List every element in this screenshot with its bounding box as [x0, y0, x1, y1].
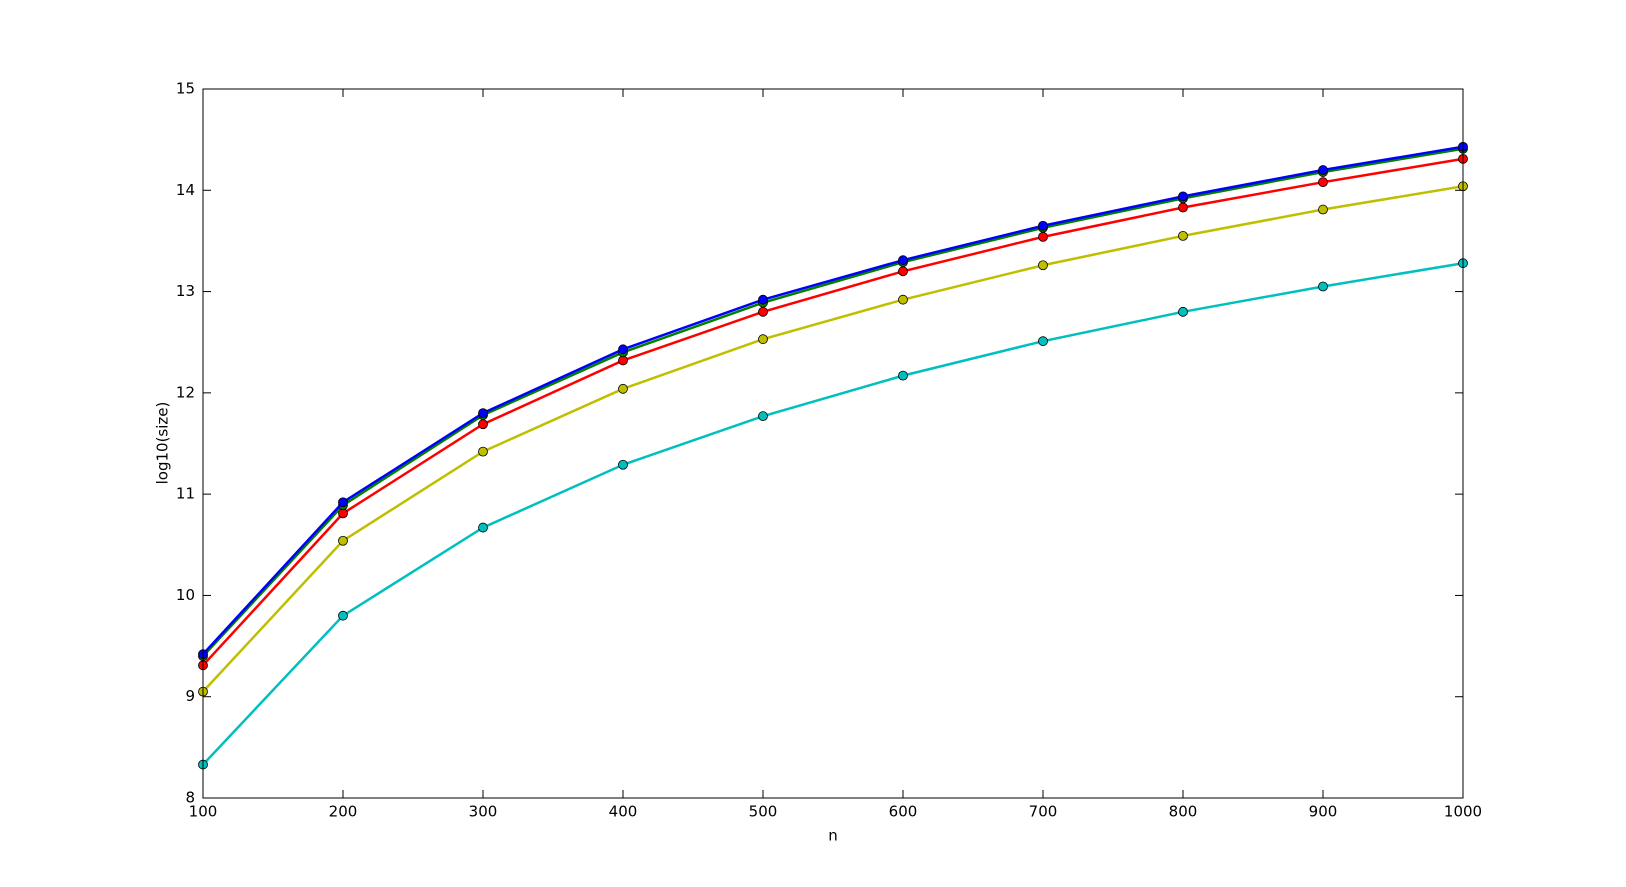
point: [898, 294, 908, 305]
point: [478, 446, 488, 457]
point: [618, 383, 628, 394]
x-tick-label: 700: [1029, 803, 1058, 821]
plot-frame: [202, 88, 1464, 799]
point: [618, 459, 628, 470]
point: [758, 306, 768, 317]
series-line: [202, 157, 1464, 667]
y-axis-label: log10(size): [154, 402, 172, 485]
point: [1038, 231, 1048, 242]
x-tick-label: 600: [889, 803, 918, 821]
y-tick-label: 12: [176, 383, 195, 401]
series-line: [202, 261, 1464, 766]
point: [758, 294, 768, 305]
point: [1178, 191, 1188, 202]
x-axis-label: n: [828, 827, 838, 845]
point: [1038, 336, 1048, 347]
point: [898, 255, 908, 266]
x-tick-label: 800: [1169, 803, 1198, 821]
point: [898, 266, 908, 277]
point: [1038, 260, 1048, 271]
point: [478, 408, 488, 419]
y-tick-label: 11: [176, 485, 195, 503]
series-line: [202, 185, 1464, 693]
point: [758, 334, 768, 345]
y-tick-label: 10: [176, 586, 195, 604]
y-tick-label: 14: [176, 181, 195, 199]
series-line: [202, 147, 1464, 658]
point: [478, 419, 488, 430]
x-tick-label: 500: [749, 803, 778, 821]
point: [758, 411, 768, 422]
point: [1178, 306, 1188, 317]
point: [478, 522, 488, 533]
y-tick-label: 8: [185, 789, 195, 807]
point: [1318, 281, 1328, 292]
point: [898, 370, 908, 381]
x-tick-label: 1000: [1444, 803, 1482, 821]
point: [1318, 177, 1328, 188]
point: [1318, 204, 1328, 215]
point: [338, 535, 348, 546]
point: [1178, 202, 1188, 213]
point: [618, 344, 628, 355]
x-tick-label: 900: [1309, 803, 1338, 821]
point: [338, 497, 348, 508]
point: [1178, 230, 1188, 241]
point: [618, 355, 628, 366]
series-line: [202, 145, 1464, 656]
y-tick-label: 13: [176, 282, 195, 300]
x-tick-label: 300: [469, 803, 498, 821]
y-tick-label: 15: [176, 80, 195, 98]
point: [338, 610, 348, 621]
point: [1038, 220, 1048, 231]
x-tick-label: 100: [189, 803, 218, 821]
point: [1318, 165, 1328, 175]
x-tick-label: 200: [329, 803, 358, 821]
y-tick-label: 9: [185, 687, 195, 705]
x-tick-label: 400: [609, 803, 638, 821]
